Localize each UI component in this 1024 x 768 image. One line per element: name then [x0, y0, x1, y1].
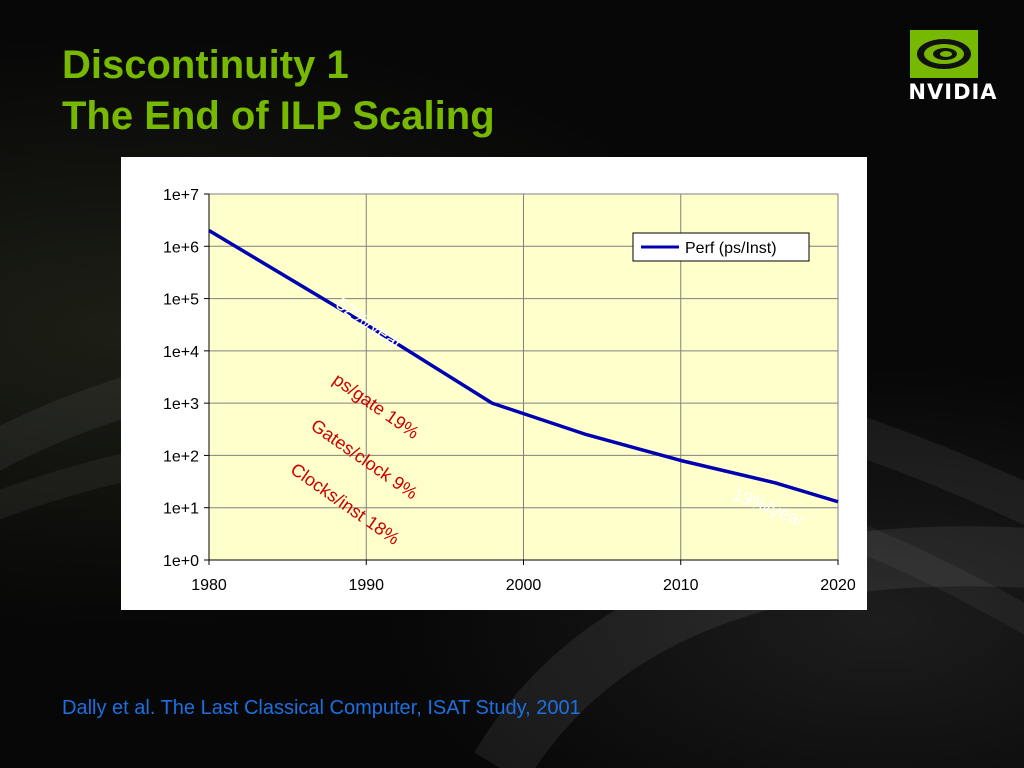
- x-tick-label: 1980: [191, 577, 227, 594]
- y-tick-label: 1e+0: [163, 553, 199, 570]
- x-tick-label: 2020: [820, 577, 856, 594]
- nvidia-logo: NVIDIA: [900, 28, 1006, 108]
- x-tick-label: 2000: [506, 577, 542, 594]
- nvidia-eye-icon: [910, 30, 978, 78]
- slide-title: Discontinuity 1 The End of ILP Scaling: [62, 40, 495, 142]
- title-line-2: The End of ILP Scaling: [62, 94, 495, 138]
- y-tick-label: 1e+2: [163, 448, 199, 465]
- x-tick-label: 1990: [348, 577, 384, 594]
- y-tick-label: 1e+5: [163, 292, 199, 309]
- y-tick-label: 1e+6: [163, 239, 199, 256]
- title-line-1: Discontinuity 1: [62, 43, 349, 87]
- y-tick-label: 1e+4: [163, 344, 199, 361]
- y-tick-label: 1e+7: [163, 187, 199, 204]
- logo-wordmark: NVIDIA: [908, 80, 998, 104]
- citation: Dally et al. The Last Classical Computer…: [62, 697, 581, 719]
- y-tick-label: 1e+3: [163, 396, 199, 413]
- y-tick-label: 1e+1: [163, 501, 199, 518]
- legend-label: Perf (ps/Inst): [685, 240, 777, 257]
- x-tick-label: 2010: [663, 577, 699, 594]
- series-line: [208, 229, 839, 504]
- chart-panel: 1e+0 1e+1 1e+2 1e+3 1e+4 1e+5 1e+6 1e+7 1980 1990…: [121, 157, 867, 610]
- line-chart: 1e+0 1e+1 1e+2 1e+3 1e+4 1e+5 1e+6 1e+7 1980 1990…: [163, 187, 856, 594]
